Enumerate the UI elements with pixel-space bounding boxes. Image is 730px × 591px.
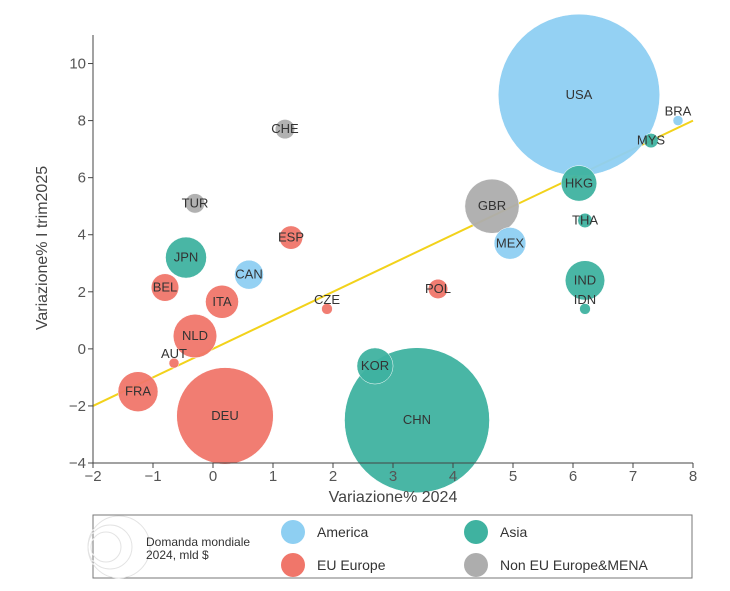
y-tick-label: 0 bbox=[78, 341, 86, 358]
bubble-che bbox=[275, 119, 295, 140]
y-tick-label: 6 bbox=[78, 170, 86, 187]
x-tick-label: 8 bbox=[689, 468, 697, 485]
legend: Domanda mondiale 2024, mld $ America Asia… bbox=[87, 514, 693, 579]
bubble-label-esp: ESP bbox=[278, 230, 304, 245]
bubble-label-che: CHE bbox=[271, 121, 299, 136]
y-tick-label: 2 bbox=[78, 284, 86, 301]
x-tick-label: 4 bbox=[449, 468, 457, 485]
bubble-bra bbox=[672, 115, 684, 126]
bubble-tha bbox=[577, 212, 593, 228]
bubble-label-nld: NLD bbox=[182, 328, 208, 343]
x-tick-label: 7 bbox=[629, 468, 637, 485]
x-tick-label: 6 bbox=[569, 468, 577, 485]
legend-label: America bbox=[317, 524, 369, 540]
x-tick-label: 2 bbox=[329, 468, 337, 485]
bubble-label-can: CAN bbox=[235, 267, 262, 282]
bubble-hkg bbox=[560, 165, 598, 202]
x-tick-label: −2 bbox=[84, 468, 101, 485]
bubble-ita bbox=[205, 285, 239, 319]
bubble-pol bbox=[428, 278, 448, 299]
bubble-nld bbox=[173, 314, 217, 359]
bubble-label-tha: THA bbox=[572, 212, 598, 227]
bubble-deu bbox=[176, 367, 274, 465]
size-legend-title: Domanda mondiale bbox=[146, 535, 250, 549]
bubble-label-mex: MEX bbox=[496, 235, 525, 250]
y-tick-label: −4 bbox=[69, 455, 86, 472]
bubble-label-kor: KOR bbox=[361, 358, 389, 373]
bubble-label-bra: BRA bbox=[665, 104, 692, 119]
bubble-mex bbox=[493, 227, 527, 260]
x-tick-label: 0 bbox=[209, 468, 217, 485]
bubble-label-jpn: JPN bbox=[174, 250, 199, 265]
plot-area: USA BRA MEX CAN MYS HKG THA IND IDN JPN KOR CHN ESP B… bbox=[92, 13, 694, 493]
bubble-label-chn: CHN bbox=[403, 412, 431, 427]
bubble-label-aut: AUT bbox=[161, 346, 187, 361]
x-axis-label: Variazione% 2024 bbox=[329, 489, 458, 506]
legend-label: EU Europe bbox=[317, 557, 386, 573]
bubble-can bbox=[234, 259, 264, 290]
bubble-idn bbox=[579, 303, 591, 315]
bubble-tur bbox=[185, 193, 205, 214]
bubble-kor bbox=[356, 347, 394, 385]
bubble-label-idn: IDN bbox=[574, 292, 596, 307]
bubble-label-gbr: GBR bbox=[478, 198, 506, 213]
bubble-label-deu: DEU bbox=[211, 408, 238, 423]
x-tick-label: 3 bbox=[389, 468, 397, 485]
bubble-label-fra: FRA bbox=[125, 384, 151, 399]
x-tick-label: 1 bbox=[269, 468, 277, 485]
bubble-label-cze: CZE bbox=[314, 292, 340, 307]
x-tick-label: 5 bbox=[509, 468, 517, 485]
size-legend-subtitle: 2024, mld $ bbox=[146, 548, 209, 562]
bubble-gbr bbox=[464, 178, 520, 234]
y-tick-label: 8 bbox=[78, 113, 86, 130]
bubble-label-bel: BEL bbox=[153, 280, 178, 295]
legend-label: Asia bbox=[500, 524, 527, 540]
bubble-label-pol: POL bbox=[425, 281, 451, 296]
bubble-esp bbox=[279, 225, 303, 250]
bubble-label-tur: TUR bbox=[182, 195, 209, 210]
bubble-label-usa: USA bbox=[566, 87, 593, 102]
bubble-ind bbox=[565, 260, 605, 301]
bubble-fra bbox=[117, 371, 159, 412]
legend-swatch-america bbox=[281, 520, 305, 544]
bubble-jpn bbox=[165, 236, 207, 279]
bubble-chn bbox=[344, 347, 490, 493]
y-axis-label: Variazione% I trim2025 bbox=[34, 166, 51, 330]
legend-box bbox=[92, 514, 693, 579]
legend-label: Non EU Europe&MENA bbox=[500, 557, 649, 573]
legend-swatch-eu-europe bbox=[281, 553, 305, 577]
y-tick-label: 10 bbox=[69, 56, 86, 73]
x-tick-label: −1 bbox=[144, 468, 161, 485]
size-legend-icon bbox=[87, 515, 151, 579]
legend-swatch-asia bbox=[464, 520, 488, 544]
legend-swatch-non-eu-europe-mena bbox=[464, 553, 488, 577]
y-tick-label: 4 bbox=[78, 227, 86, 244]
bubble-label-hkg: HKG bbox=[565, 175, 593, 190]
bubble-cze bbox=[321, 303, 333, 315]
y-tick-label: −2 bbox=[69, 398, 86, 415]
bubble-bel bbox=[150, 273, 180, 302]
bubble-label-ita: ITA bbox=[212, 294, 232, 309]
bubble-label-mys: MYS bbox=[637, 133, 666, 148]
bubble-aut bbox=[168, 357, 180, 369]
bubble-mys bbox=[643, 133, 659, 149]
bubble-label-ind: IND bbox=[574, 272, 596, 287]
